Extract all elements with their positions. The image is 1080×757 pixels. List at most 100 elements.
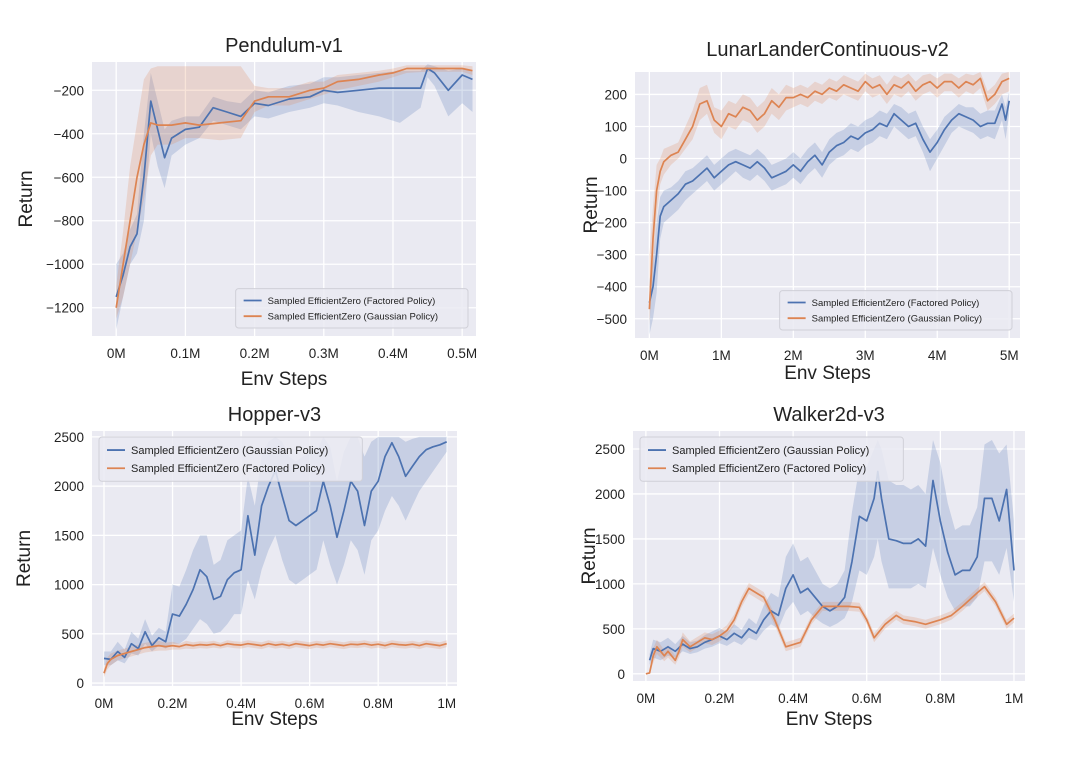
chart-2-y-tick-label: 1500 (54, 528, 84, 543)
chart-1-legend: Sampled EfficientZero (Factored Policy) S… (779, 290, 1013, 331)
chart-0-x-tick-label: 0.2M (240, 346, 270, 361)
chart-2-x-tick-label: 0.8M (363, 696, 393, 711)
chart-0-band-sampled-efficientzero-gaussian-policy (116, 65, 473, 319)
chart-1-line-sampled-efficientzero-gaussian-policy (648, 77, 1010, 310)
chart-1-x-tick-label: 0M (640, 348, 659, 363)
chart-1-y-axis-label: Return (581, 176, 602, 233)
chart-0-legend: Sampled EfficientZero (Factored Policy) S… (235, 288, 469, 329)
chart-2-line-sampled-efficientzero-factored-policy (103, 642, 447, 674)
chart-3-band-sampled-efficientzero-factored-policy (645, 582, 1014, 674)
chart-3-line-sampled-efficientzero-gaussian-policy (648, 470, 1015, 661)
chart-0-y-tick-label: −1200 (46, 301, 84, 316)
chart-0-x-tick-label: 0.1M (170, 346, 200, 361)
chart-0-band-sampled-efficientzero-factored-policy (116, 64, 473, 330)
chart-2-legend: Sampled EfficientZero (Gaussian Policy) S… (98, 436, 363, 482)
chart-2-legend-box (98, 436, 363, 482)
chart-0-legend-label: Sampled EfficientZero (Gaussian Policy) (268, 312, 438, 323)
chart-2-legend-label: Sampled EfficientZero (Gaussian Policy) (131, 445, 328, 457)
chart-3-y-tick-label: 500 (602, 622, 625, 637)
chart-3-x-tick-label: 0.8M (925, 691, 955, 706)
chart-1-y-tick-label: 200 (604, 87, 627, 102)
chart-2-y-tick-label: 500 (61, 627, 84, 642)
chart-2-y-axis-label: Return (14, 530, 35, 587)
chart-0-legend-box (235, 288, 469, 329)
chart-0-y-tick-label: −800 (54, 214, 84, 229)
chart-1-x-axis-label: Env Steps (784, 363, 871, 384)
chart-2-title: Hopper-v3 (228, 404, 321, 426)
chart-3-legend-label: Sampled EfficientZero (Gaussian Policy) (672, 445, 869, 457)
chart-1-line-sampled-efficientzero-factored-policy (648, 100, 1011, 303)
chart-2-x-tick-label: 0.2M (158, 696, 188, 711)
chart-3-y-tick-label: 1500 (595, 532, 625, 547)
chart-1-y-tick-label: −300 (597, 248, 627, 263)
chart-2-x-tick-label: 0.6M (295, 696, 325, 711)
chart-2-series-layer (103, 436, 448, 678)
chart-0-x-tick-label: 0.4M (378, 346, 408, 361)
chart-2-y-tick-label: 0 (76, 676, 84, 691)
chart-1-series-layer (648, 72, 1011, 335)
chart-0-legend-label: Sampled EfficientZero (Factored Policy) (268, 296, 436, 307)
chart-0-y-tick-label: −200 (54, 83, 84, 98)
chart-3-x-tick-label: 1M (1005, 691, 1024, 706)
chart-1-y-tick-label: 100 (604, 119, 627, 134)
chart-3-x-tick-label: 0M (636, 691, 655, 706)
chart-1-x-tick-label: 5M (1000, 348, 1019, 363)
chart-3-series-layer (645, 440, 1015, 675)
chart-1-x-tick-label: 2M (784, 348, 803, 363)
chart-3-x-axis-label: Env Steps (786, 709, 873, 730)
chart-3-x-tick-label: 0.6M (852, 691, 882, 706)
hopper-panel: 0M 0.2M 0.4M 0.6M 0.8M 1M 0 500 1000 1500 2000 2500… (14, 404, 457, 730)
chart-3-y-tick-label: 2000 (595, 487, 625, 502)
pendulum-panel: 0M 0.1M 0.2M 0.3M 0.4M 0.5M −1200 −1000 −800 −600… (16, 35, 477, 390)
chart-1-title: LunarLanderContinuous-v2 (706, 39, 948, 61)
chart-0-y-tick-label: −600 (54, 170, 84, 185)
chart-3-band-sampled-efficientzero-gaussian-policy (649, 440, 1014, 665)
chart-1-y-tick-label: −500 (597, 312, 627, 327)
chart-3-title: Walker2d-v3 (773, 404, 885, 426)
chart-2-y-tick-label: 2000 (54, 479, 84, 494)
chart-2-x-axis-label: Env Steps (231, 709, 318, 730)
chart-0-y-tick-label: −400 (54, 127, 84, 142)
chart-2-x-tick-label: 0.4M (226, 696, 256, 711)
chart-0-x-tick-label: 0.3M (309, 346, 339, 361)
chart-3-y-tick-label: 1000 (595, 577, 625, 592)
chart-3-line-sampled-efficientzero-factored-policy (645, 585, 1015, 675)
lunarlander-panel: 0M 1M 2M 3M 4M 5M −500 −400 −300 −200 −100 0 100 200 L… (581, 39, 1020, 384)
chart-1-x-tick-label: 4M (928, 348, 947, 363)
walker2d-panel: 0M 0.2M 0.4M 0.6M 0.8M 1M 0 500 1000 1500 2000 2500… (579, 404, 1025, 730)
chart-3-y-axis-label: Return (579, 527, 600, 584)
chart-3-legend-box (639, 436, 904, 482)
chart-0-x-axis-label: Env Steps (241, 369, 328, 390)
chart-3-x-tick-label: 0.2M (704, 691, 734, 706)
chart-0-x-tick-label: 0M (107, 346, 126, 361)
chart-2-x-tick-label: 0M (95, 696, 114, 711)
chart-1-x-tick-label: 1M (712, 348, 731, 363)
chart-1-band-sampled-efficientzero-factored-policy (649, 91, 1010, 335)
chart-2-band-sampled-efficientzero-gaussian-policy (104, 436, 447, 666)
chart-0-x-tick-label: 0.5M (447, 346, 477, 361)
chart-2-x-tick-label: 1M (437, 696, 456, 711)
chart-0-line-sampled-efficientzero-gaussian-policy (115, 67, 473, 308)
chart-3-legend-label: Sampled EfficientZero (Factored Policy) (672, 463, 866, 475)
chart-1-y-tick-label: −200 (597, 216, 627, 231)
chart-3-legend: Sampled EfficientZero (Gaussian Policy) S… (639, 436, 904, 482)
chart-0-series-layer (115, 64, 473, 330)
chart-1-legend-box (779, 290, 1013, 331)
chart-0-y-tick-label: −1000 (46, 257, 84, 272)
chart-0-title: Pendulum-v1 (225, 35, 343, 57)
chart-1-y-tick-label: 0 (619, 152, 627, 167)
chart-0-line-sampled-efficientzero-factored-policy (115, 67, 473, 298)
chart-1-legend-label: Sampled EfficientZero (Gaussian Policy) (812, 314, 982, 325)
chart-1-x-tick-label: 3M (856, 348, 875, 363)
chart-3-x-tick-label: 0.4M (778, 691, 808, 706)
chart-0-y-axis-label: Return (16, 170, 37, 227)
chart-3-y-tick-label: 0 (617, 667, 625, 682)
chart-1-legend-label: Sampled EfficientZero (Factored Policy) (812, 298, 980, 309)
chart-2-legend-label: Sampled EfficientZero (Factored Policy) (131, 463, 325, 475)
chart-2-y-tick-label: 2500 (54, 430, 84, 445)
chart-2-y-tick-label: 1000 (54, 578, 84, 593)
chart-1-y-tick-label: −100 (597, 184, 627, 199)
chart-1-y-tick-label: −400 (597, 280, 627, 295)
chart-3-y-tick-label: 2500 (595, 442, 625, 457)
